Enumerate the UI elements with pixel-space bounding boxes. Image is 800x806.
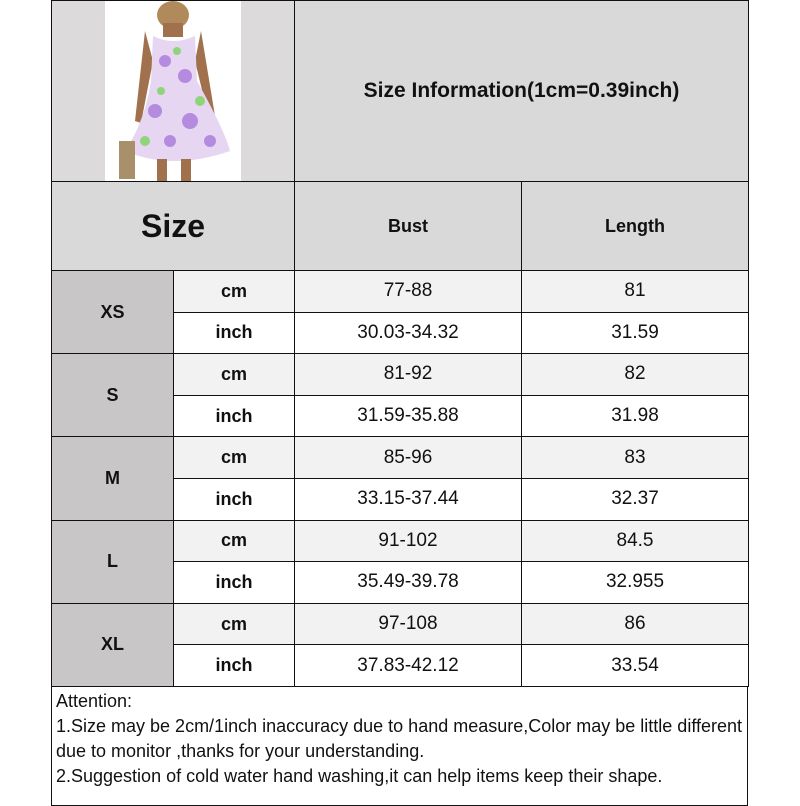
length-value: 31.98 xyxy=(521,394,749,438)
length-value: 81 xyxy=(521,270,749,313)
length-value: 86 xyxy=(521,602,749,646)
bust-value: 35.49-39.78 xyxy=(294,561,522,604)
attention-note-2: 2.Suggestion of cold water hand washing,… xyxy=(56,766,663,786)
bust-value: 31.59-35.88 xyxy=(294,394,522,438)
unit-label: cm xyxy=(173,270,295,313)
size-info-title: Size Information(1cm=0.39inch) xyxy=(294,0,749,182)
unit-label: inch xyxy=(173,311,295,355)
length-value: 32.37 xyxy=(521,478,749,521)
column-header-bust: Bust xyxy=(294,181,522,271)
length-value: 31.59 xyxy=(521,311,749,355)
bust-value: 91-102 xyxy=(294,519,522,563)
bust-value: 33.15-37.44 xyxy=(294,478,522,521)
column-header-length: Length xyxy=(521,181,749,271)
length-value: 32.955 xyxy=(521,561,749,604)
unit-label: inch xyxy=(173,561,295,604)
size-label: XS xyxy=(51,270,174,355)
unit-label: cm xyxy=(173,436,295,479)
unit-label: cm xyxy=(173,602,295,646)
bust-value: 81-92 xyxy=(294,353,522,396)
size-label: S xyxy=(51,353,174,438)
bust-value: 37.83-42.12 xyxy=(294,644,522,687)
size-header: Size xyxy=(51,181,295,271)
product-image-cell xyxy=(51,0,295,182)
unit-label: inch xyxy=(173,394,295,438)
attention-notes: Attention: 1.Size may be 2cm/1inch inacc… xyxy=(51,686,748,806)
length-value: 82 xyxy=(521,353,749,396)
length-value: 33.54 xyxy=(521,644,749,687)
bust-value: 77-88 xyxy=(294,270,522,313)
bust-value: 30.03-34.32 xyxy=(294,311,522,355)
length-value: 83 xyxy=(521,436,749,479)
unit-label: inch xyxy=(173,644,295,687)
attention-heading: Attention: xyxy=(56,691,133,711)
size-label: XL xyxy=(51,602,174,687)
product-photo-dress xyxy=(105,1,241,181)
unit-label: cm xyxy=(173,519,295,563)
length-value: 84.5 xyxy=(521,519,749,563)
bust-value: 97-108 xyxy=(294,602,522,646)
attention-note-1: 1.Size may be 2cm/1inch inaccuracy due t… xyxy=(56,716,743,761)
unit-label: inch xyxy=(173,478,295,521)
size-label: M xyxy=(51,436,174,521)
size-label: L xyxy=(51,519,174,604)
unit-label: cm xyxy=(173,353,295,396)
bust-value: 85-96 xyxy=(294,436,522,479)
